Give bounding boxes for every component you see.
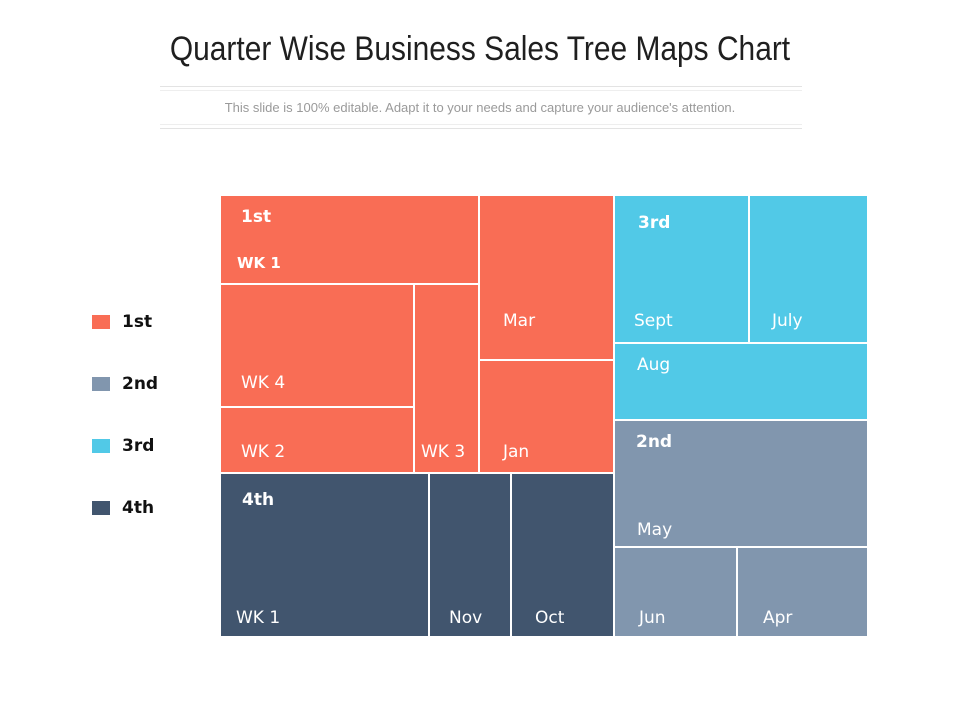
legend-item-1st: 1st <box>92 312 212 334</box>
tile-label-3rd-july: July <box>771 311 803 331</box>
tile-label-1st-wk-3: WK 3 <box>421 442 465 462</box>
tile-4th-wk-1 <box>221 474 428 636</box>
legend-swatch-1st <box>92 315 110 329</box>
tile-2nd-apr <box>738 548 867 636</box>
tile-1st-wk-2 <box>221 408 413 472</box>
legend-swatch-2nd <box>92 377 110 391</box>
group-heading-4th: 4th <box>242 490 274 510</box>
tile-label-3rd-aug: Aug <box>637 355 670 375</box>
legend-item-3rd: 3rd <box>92 436 212 458</box>
title-divider-top <box>160 86 802 87</box>
tile-4th-oct <box>512 474 613 636</box>
tile-1st-wk-3 <box>415 285 478 472</box>
title-divider-top-inner <box>160 90 802 91</box>
subtitle: This slide is 100% editable. Adapt it to… <box>224 100 736 115</box>
tile-2nd-jun <box>615 548 736 636</box>
tile-4th-nov <box>430 474 510 636</box>
tile-label-2nd-jun: Jun <box>638 608 666 628</box>
legend-label-3rd: 3rd <box>122 436 155 456</box>
tile-2nd-may <box>615 421 867 546</box>
title-divider-bottom <box>160 128 802 129</box>
tile-3rd-aug <box>615 344 867 419</box>
tile-label-3rd-sept: Sept <box>634 311 673 331</box>
tile-label-4th-oct: Oct <box>535 608 565 628</box>
tile-label-1st-mar: Mar <box>503 311 535 331</box>
tile-label-1st-wk-1: WK 1 <box>237 254 281 272</box>
legend-label-2nd: 2nd <box>122 374 159 394</box>
tile-label-4th-wk-1: WK 1 <box>236 608 280 628</box>
tile-label-1st-wk-2: WK 2 <box>241 442 285 462</box>
tile-3rd-july <box>750 196 867 342</box>
tile-3rd-sept <box>615 196 748 342</box>
tile-label-4th-nov: Nov <box>449 608 482 628</box>
tile-label-2nd-may: May <box>637 520 672 540</box>
legend-item-2nd: 2nd <box>92 374 212 396</box>
group-heading-1st: 1st <box>241 207 271 227</box>
title-divider-bottom-inner <box>160 124 802 125</box>
legend-swatch-3rd <box>92 439 110 453</box>
legend-label-1st: 1st <box>122 312 153 332</box>
legend-item-4th: 4th <box>92 498 212 520</box>
page-title: Quarter Wise Business Sales Tree Maps Ch… <box>169 30 791 68</box>
tile-label-1st-jan: Jan <box>502 442 529 462</box>
tile-1st-wk-1 <box>221 196 478 283</box>
legend-label-4th: 4th <box>122 498 155 518</box>
tile-1st-wk-4 <box>221 285 413 406</box>
tile-label-2nd-apr: Apr <box>763 608 792 628</box>
group-heading-2nd: 2nd <box>636 432 672 452</box>
legend-swatch-4th <box>92 501 110 515</box>
tile-1st-jan <box>480 361 613 472</box>
group-heading-3rd: 3rd <box>638 213 670 233</box>
tile-label-1st-wk-4: WK 4 <box>241 373 285 393</box>
tile-1st-mar <box>480 196 613 359</box>
